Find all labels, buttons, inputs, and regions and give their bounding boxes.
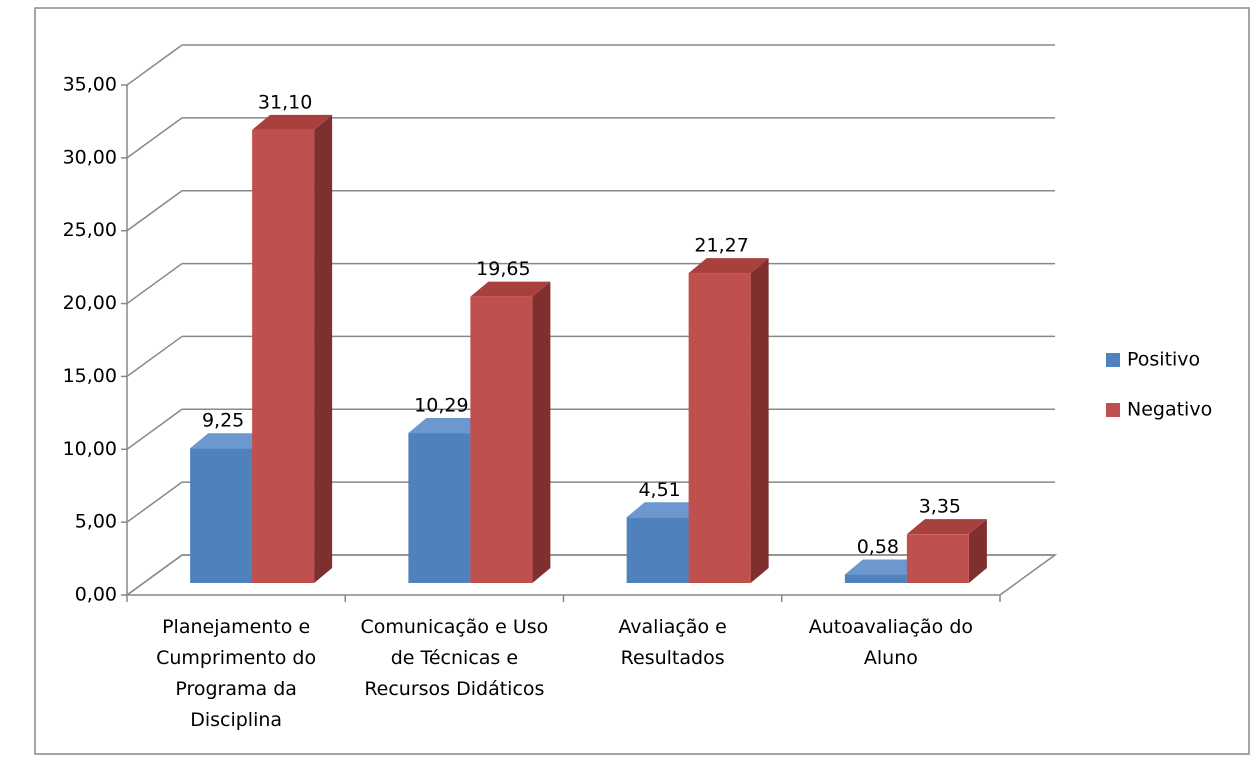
bar-top	[688, 258, 769, 274]
data-label: 19,65	[476, 258, 530, 280]
chart-border	[34, 7, 1250, 755]
legend-swatch	[1106, 353, 1120, 367]
bar-side	[968, 519, 987, 583]
bar	[844, 574, 907, 583]
wall-grid-line	[126, 554, 183, 596]
bar-top	[906, 519, 987, 535]
x-tick-label: Planejamento e Cumprimento do Programa d…	[156, 616, 317, 731]
y-tick-label: 20,00	[63, 292, 117, 314]
legend-label: Positivo	[1127, 349, 1200, 371]
bar-top	[626, 502, 707, 518]
y-tick-label: 35,00	[63, 74, 117, 96]
bar	[190, 448, 253, 583]
bar	[688, 273, 751, 583]
wall-grid-line	[126, 44, 183, 86]
y-tick-label: 30,00	[63, 146, 117, 168]
x-tick-label: Autoavaliação do Aluno	[808, 616, 974, 669]
bar	[906, 534, 969, 583]
wall-grid-line	[126, 117, 183, 159]
bar-side	[750, 258, 769, 583]
bar-top	[408, 418, 489, 434]
wall-grid-line	[126, 335, 183, 378]
bar-top	[844, 559, 925, 575]
x-tick-label: Comunicação e Uso de Técnicas e Recursos…	[360, 616, 549, 700]
wall-grid-line	[126, 408, 183, 450]
bar-side	[314, 114, 333, 583]
y-tick-label: 5,00	[75, 511, 117, 533]
bar	[626, 517, 689, 583]
y-tick-label: 10,00	[63, 438, 117, 460]
y-tick-label: 15,00	[63, 365, 117, 387]
legend-label: Negativo	[1127, 399, 1212, 421]
y-tick-label: 25,00	[63, 219, 117, 241]
wall-grid-line	[126, 190, 183, 232]
wall-grid-line	[126, 262, 183, 305]
data-label: 4,51	[638, 479, 680, 501]
bar-top	[470, 281, 551, 297]
bar-side	[532, 281, 551, 583]
data-label: 31,10	[258, 91, 312, 113]
x-tick-label: Avaliação e Resultados	[618, 616, 727, 669]
data-label: 10,29	[414, 395, 468, 417]
bar	[470, 296, 533, 583]
data-label: 21,27	[694, 235, 748, 257]
wall-grid-line	[126, 481, 183, 523]
data-label: 0,58	[857, 536, 899, 558]
legend-swatch	[1106, 403, 1120, 417]
bar	[408, 433, 471, 583]
y-tick-label: 0,00	[75, 584, 117, 606]
bar	[252, 129, 315, 584]
data-label: 3,35	[919, 496, 961, 518]
bar-top	[252, 114, 333, 130]
bar-top	[190, 433, 271, 449]
data-label: 9,25	[202, 410, 244, 432]
